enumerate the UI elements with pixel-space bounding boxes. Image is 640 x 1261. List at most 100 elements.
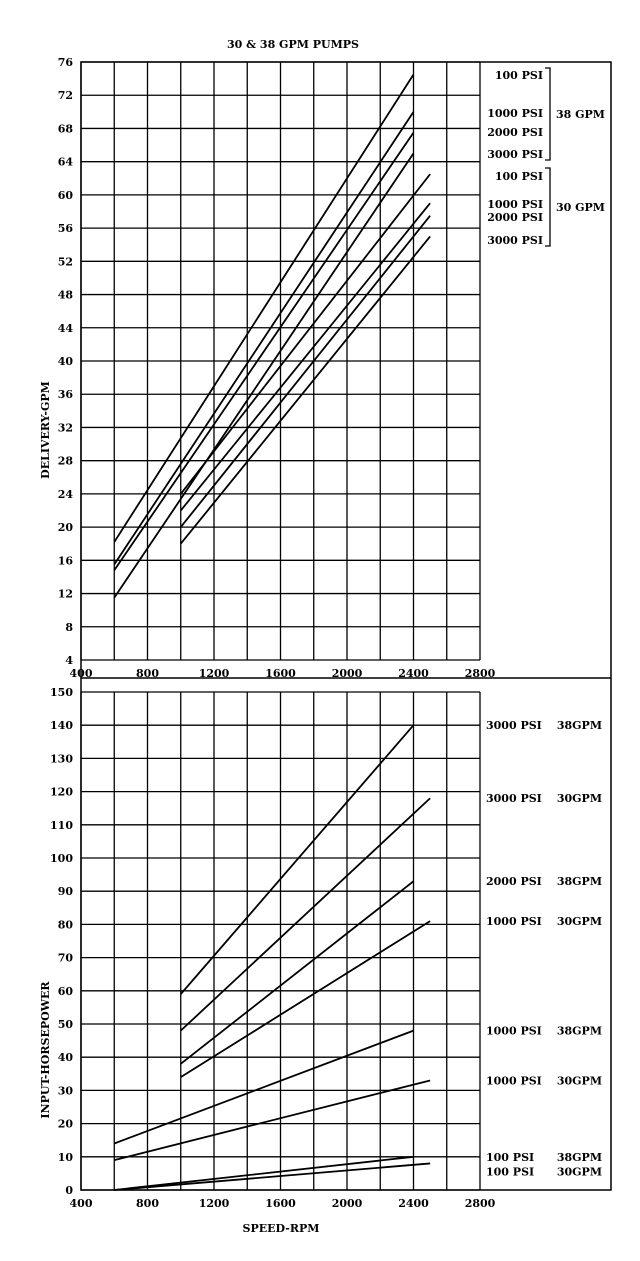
horsepower-y-tick-label: 30 xyxy=(58,1084,74,1097)
delivery-x-tick-label: 1600 xyxy=(265,667,296,680)
legend-item-label: 100 PSI xyxy=(495,69,543,82)
line-label-flow: 38GPM xyxy=(557,875,602,888)
horsepower-y-axis-label: INPUT-HORSEPOWER xyxy=(39,981,52,1119)
delivery-y-tick-label: 60 xyxy=(58,189,74,202)
line-label-pressure: 3000 PSI xyxy=(486,792,542,805)
legend-bracket xyxy=(545,67,551,161)
horsepower-y-tick-label: 10 xyxy=(58,1151,74,1164)
line-label-flow: 30GPM xyxy=(557,1074,602,1087)
delivery-x-tick-label: 1200 xyxy=(199,667,230,680)
delivery-y-tick-label: 28 xyxy=(58,455,74,468)
horsepower-line-labels: 3000 PSI 38GPM 3000 PSI 30GPM 2000 PSI 38GPM 1… xyxy=(486,719,602,1179)
delivery-series-line xyxy=(180,235,431,545)
delivery-y-tick-label: 40 xyxy=(58,355,74,368)
delivery-y-tick-label: 64 xyxy=(58,156,74,169)
delivery-y-tick-label: 56 xyxy=(58,222,74,235)
delivery-x-tick-label: 2000 xyxy=(332,667,363,680)
horsepower-y-tick-label: 60 xyxy=(58,985,74,998)
horsepower-chart: 0 10 20 30 40 50 60 70 80 90 100 110 120 130 140 150 400… xyxy=(50,686,496,1210)
line-label-pressure: 100 PSI xyxy=(486,1166,534,1179)
delivery-x-tick-label: 400 xyxy=(70,667,93,680)
horsepower-y-tick-label: 120 xyxy=(50,786,73,799)
legend-item-label: 1000 PSI xyxy=(487,198,543,211)
line-label-pressure: 100 PSI xyxy=(486,1151,534,1164)
delivery-y-tick-label: 68 xyxy=(58,122,74,135)
horsepower-y-tick-label: 80 xyxy=(58,918,74,931)
delivery-y-tick-label: 12 xyxy=(58,588,73,601)
line-label-pressure: 1000 PSI xyxy=(486,915,542,928)
horsepower-x-tick-label: 2000 xyxy=(332,1197,363,1210)
line-label-flow: 30GPM xyxy=(557,792,602,805)
x-axis-label: SPEED-RPM xyxy=(243,1222,320,1235)
line-label-pressure: 3000 PSI xyxy=(486,719,542,732)
line-label-flow: 30GPM xyxy=(557,1166,602,1179)
legend-group-label: 30 GPM xyxy=(556,201,605,214)
horsepower-y-tick-label: 0 xyxy=(65,1184,73,1197)
line-label-flow: 38GPM xyxy=(557,719,602,732)
line-label-pressure: 1000 PSI xyxy=(486,1025,542,1038)
horsepower-series-line xyxy=(114,1079,431,1161)
legend-item-label: 1000 PSI xyxy=(487,107,543,120)
line-label-flow: 38GPM xyxy=(557,1151,602,1164)
delivery-x-tick-label: 2800 xyxy=(465,667,496,680)
line-label-flow: 38GPM xyxy=(557,1025,602,1038)
horsepower-y-tick-label: 100 xyxy=(50,852,73,865)
delivery-y-tick-label: 72 xyxy=(58,89,73,102)
legend-item-label: 100 PSI xyxy=(495,170,543,183)
delivery-y-tick-label: 76 xyxy=(58,56,74,69)
delivery-series-line xyxy=(113,152,415,599)
line-label-pressure: 1000 PSI xyxy=(486,1074,542,1087)
horsepower-y-tick-label: 40 xyxy=(58,1051,74,1064)
horsepower-series-line xyxy=(114,1155,414,1191)
delivery-y-tick-label: 52 xyxy=(58,255,73,268)
delivery-y-tick-label: 20 xyxy=(58,521,74,534)
delivery-series-line xyxy=(113,132,415,571)
legend-bracket xyxy=(545,167,551,247)
delivery-y-tick-label: 48 xyxy=(58,289,74,302)
line-label-flow: 30GPM xyxy=(557,915,602,928)
horsepower-y-tick-label: 20 xyxy=(58,1118,74,1131)
horsepower-x-tick-label: 2800 xyxy=(465,1197,496,1210)
horsepower-x-tick-label: 800 xyxy=(136,1197,159,1210)
delivery-y-tick-label: 32 xyxy=(58,421,73,434)
horsepower-y-tick-label: 50 xyxy=(58,1018,74,1031)
delivery-y-axis-label: DELIVERY-GPM xyxy=(39,381,52,479)
horsepower-x-tick-label: 1200 xyxy=(199,1197,230,1210)
delivery-x-tick-label: 800 xyxy=(136,667,159,680)
chart-title: 30 & 38 GPM PUMPS xyxy=(227,38,359,51)
horsepower-y-tick-label: 130 xyxy=(50,752,73,765)
horsepower-y-tick-label: 90 xyxy=(58,885,74,898)
horsepower-series-line xyxy=(180,920,431,1078)
horsepower-series-line xyxy=(113,1029,414,1145)
legend-group-label: 38 GPM xyxy=(556,108,605,121)
horsepower-series-line xyxy=(180,797,431,1032)
delivery-y-tick-label: 8 xyxy=(65,621,73,634)
horsepower-series-line xyxy=(180,880,415,1065)
delivery-x-tick-label: 2400 xyxy=(398,667,429,680)
delivery-y-tick-label: 36 xyxy=(58,388,74,401)
delivery-series-line xyxy=(180,173,431,495)
horsepower-x-tick-label: 1600 xyxy=(265,1197,296,1210)
horsepower-y-tick-label: 150 xyxy=(50,686,73,699)
delivery-series-line xyxy=(180,215,431,528)
delivery-y-tick-label: 16 xyxy=(58,554,74,567)
line-label-pressure: 2000 PSI xyxy=(486,875,542,888)
horsepower-series-line xyxy=(114,1162,431,1191)
horsepower-x-tick-label: 400 xyxy=(70,1197,93,1210)
legend-item-label: 2000 PSI xyxy=(487,126,543,139)
delivery-y-tick-label: 24 xyxy=(58,488,74,501)
delivery-series-line xyxy=(180,202,431,512)
delivery-y-tick-label: 4 xyxy=(65,654,73,667)
legend-item-label: 3000 PSI xyxy=(487,234,543,247)
legend-item-label: 2000 PSI xyxy=(487,211,543,224)
horsepower-y-tick-label: 70 xyxy=(58,952,74,965)
horsepower-y-tick-label: 110 xyxy=(50,819,73,832)
horsepower-y-tick-label: 140 xyxy=(50,719,73,732)
legend-item-label: 3000 PSI xyxy=(487,148,543,161)
horsepower-series-line xyxy=(180,724,415,995)
delivery-series-line xyxy=(113,111,415,565)
horsepower-x-tick-label: 2400 xyxy=(398,1197,429,1210)
